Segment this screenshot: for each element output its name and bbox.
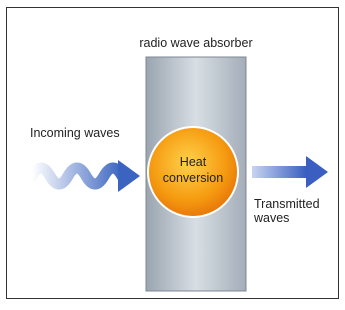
incoming-label: Incoming waves (30, 126, 120, 140)
transmitted-arrow (252, 166, 306, 178)
diagram: radio wave absorber Incoming waves Heat … (0, 0, 345, 305)
transmitted-label: waves (253, 211, 289, 225)
incoming-arrowhead (118, 160, 140, 192)
incoming-wave (32, 168, 122, 184)
absorber-label: radio wave absorber (139, 36, 252, 50)
transmitted-arrowhead (306, 156, 328, 188)
heat-label: Heat (180, 155, 207, 169)
heat-label: conversion (163, 171, 223, 185)
transmitted-label: Transmitted (254, 197, 320, 211)
